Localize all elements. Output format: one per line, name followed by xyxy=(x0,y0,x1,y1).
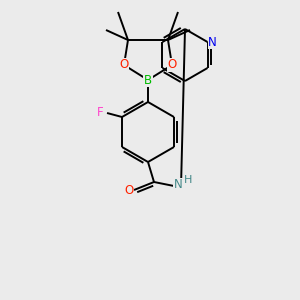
Text: O: O xyxy=(119,58,129,71)
Text: H: H xyxy=(184,175,192,185)
Text: F: F xyxy=(97,106,103,119)
Text: B: B xyxy=(144,74,152,86)
Text: N: N xyxy=(174,178,182,191)
Text: O: O xyxy=(124,184,134,196)
Text: O: O xyxy=(167,58,177,71)
Text: N: N xyxy=(208,35,217,49)
